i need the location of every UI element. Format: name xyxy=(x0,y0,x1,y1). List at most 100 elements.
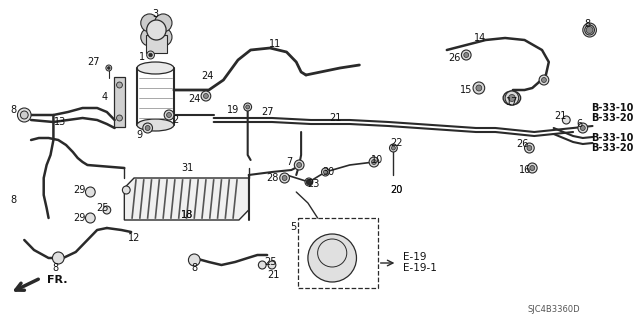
Text: 21: 21 xyxy=(554,111,566,121)
Text: 13: 13 xyxy=(54,117,67,127)
Circle shape xyxy=(527,145,532,151)
Circle shape xyxy=(307,180,311,184)
Ellipse shape xyxy=(503,91,520,105)
Text: 26: 26 xyxy=(516,139,529,149)
Circle shape xyxy=(321,168,330,176)
Ellipse shape xyxy=(137,62,174,74)
Text: 8: 8 xyxy=(10,195,17,205)
Text: 26: 26 xyxy=(449,53,461,63)
Text: 18: 18 xyxy=(181,210,193,220)
Circle shape xyxy=(244,103,252,111)
Text: 28: 28 xyxy=(266,173,278,183)
Circle shape xyxy=(563,116,570,124)
Ellipse shape xyxy=(137,119,174,131)
Circle shape xyxy=(530,166,534,170)
Text: 30: 30 xyxy=(322,167,335,177)
Circle shape xyxy=(473,82,484,94)
Text: 7: 7 xyxy=(286,157,292,167)
Circle shape xyxy=(141,28,158,46)
Text: 16: 16 xyxy=(520,165,532,175)
Text: 2: 2 xyxy=(173,115,179,125)
Text: 3: 3 xyxy=(152,9,159,19)
Circle shape xyxy=(147,51,154,59)
Circle shape xyxy=(17,108,31,122)
Circle shape xyxy=(509,94,515,101)
Circle shape xyxy=(390,144,397,152)
Text: 8: 8 xyxy=(191,263,197,273)
Text: B-33-20: B-33-20 xyxy=(591,113,634,123)
Text: B-33-10: B-33-10 xyxy=(591,133,634,143)
Text: 8: 8 xyxy=(52,263,58,273)
Polygon shape xyxy=(124,178,249,220)
Text: 8: 8 xyxy=(10,105,17,115)
Circle shape xyxy=(154,14,172,32)
Text: 5: 5 xyxy=(290,222,296,232)
Circle shape xyxy=(305,178,313,186)
Text: 25: 25 xyxy=(97,203,109,213)
Circle shape xyxy=(116,115,122,121)
Text: 21: 21 xyxy=(268,270,280,280)
Text: 29: 29 xyxy=(74,213,86,223)
Circle shape xyxy=(586,26,593,33)
Text: 10: 10 xyxy=(371,155,383,165)
Text: B-33-10: B-33-10 xyxy=(591,103,634,113)
Circle shape xyxy=(585,25,595,35)
Text: 17: 17 xyxy=(506,97,518,107)
Text: 31: 31 xyxy=(181,163,193,173)
Circle shape xyxy=(578,123,588,133)
Circle shape xyxy=(103,206,111,214)
Circle shape xyxy=(20,111,28,119)
Circle shape xyxy=(527,163,537,173)
Text: 19: 19 xyxy=(227,105,239,115)
Text: 22: 22 xyxy=(390,138,403,148)
Text: E-19-1: E-19-1 xyxy=(403,263,437,273)
Circle shape xyxy=(464,53,468,57)
Text: 1: 1 xyxy=(139,52,145,62)
Circle shape xyxy=(149,53,152,57)
Text: 24: 24 xyxy=(188,94,200,104)
Circle shape xyxy=(86,187,95,197)
Text: 14: 14 xyxy=(474,33,486,43)
Bar xyxy=(298,218,378,288)
Text: FR.: FR. xyxy=(47,275,67,285)
Circle shape xyxy=(580,125,585,130)
Ellipse shape xyxy=(308,234,356,282)
Circle shape xyxy=(268,261,276,269)
Text: 29: 29 xyxy=(74,185,86,195)
Circle shape xyxy=(164,110,174,120)
Text: 20: 20 xyxy=(390,185,403,195)
Bar xyxy=(146,35,167,53)
Circle shape xyxy=(297,162,301,167)
Circle shape xyxy=(154,28,172,46)
Text: 18: 18 xyxy=(181,210,193,220)
Circle shape xyxy=(259,261,266,269)
Circle shape xyxy=(583,23,596,37)
Circle shape xyxy=(52,252,64,264)
Circle shape xyxy=(369,157,379,167)
Circle shape xyxy=(539,75,549,85)
Text: 9: 9 xyxy=(137,130,143,140)
Circle shape xyxy=(106,65,112,71)
Circle shape xyxy=(294,160,304,170)
Circle shape xyxy=(166,113,172,117)
Circle shape xyxy=(505,91,518,105)
Circle shape xyxy=(145,125,150,130)
Text: 15: 15 xyxy=(460,85,472,95)
Circle shape xyxy=(323,170,327,174)
Circle shape xyxy=(86,213,95,223)
Circle shape xyxy=(280,173,289,183)
Circle shape xyxy=(476,85,482,91)
Text: 27: 27 xyxy=(261,107,273,117)
Circle shape xyxy=(116,82,122,88)
Text: 23: 23 xyxy=(308,179,320,189)
Circle shape xyxy=(201,91,211,101)
Text: 8: 8 xyxy=(584,19,591,29)
Text: 25: 25 xyxy=(264,257,276,267)
Text: SJC4B3360D: SJC4B3360D xyxy=(527,306,580,315)
Text: 27: 27 xyxy=(87,57,99,67)
Text: 6: 6 xyxy=(577,119,583,129)
Circle shape xyxy=(143,123,152,133)
Circle shape xyxy=(372,160,376,165)
Circle shape xyxy=(307,180,311,184)
Circle shape xyxy=(188,254,200,266)
